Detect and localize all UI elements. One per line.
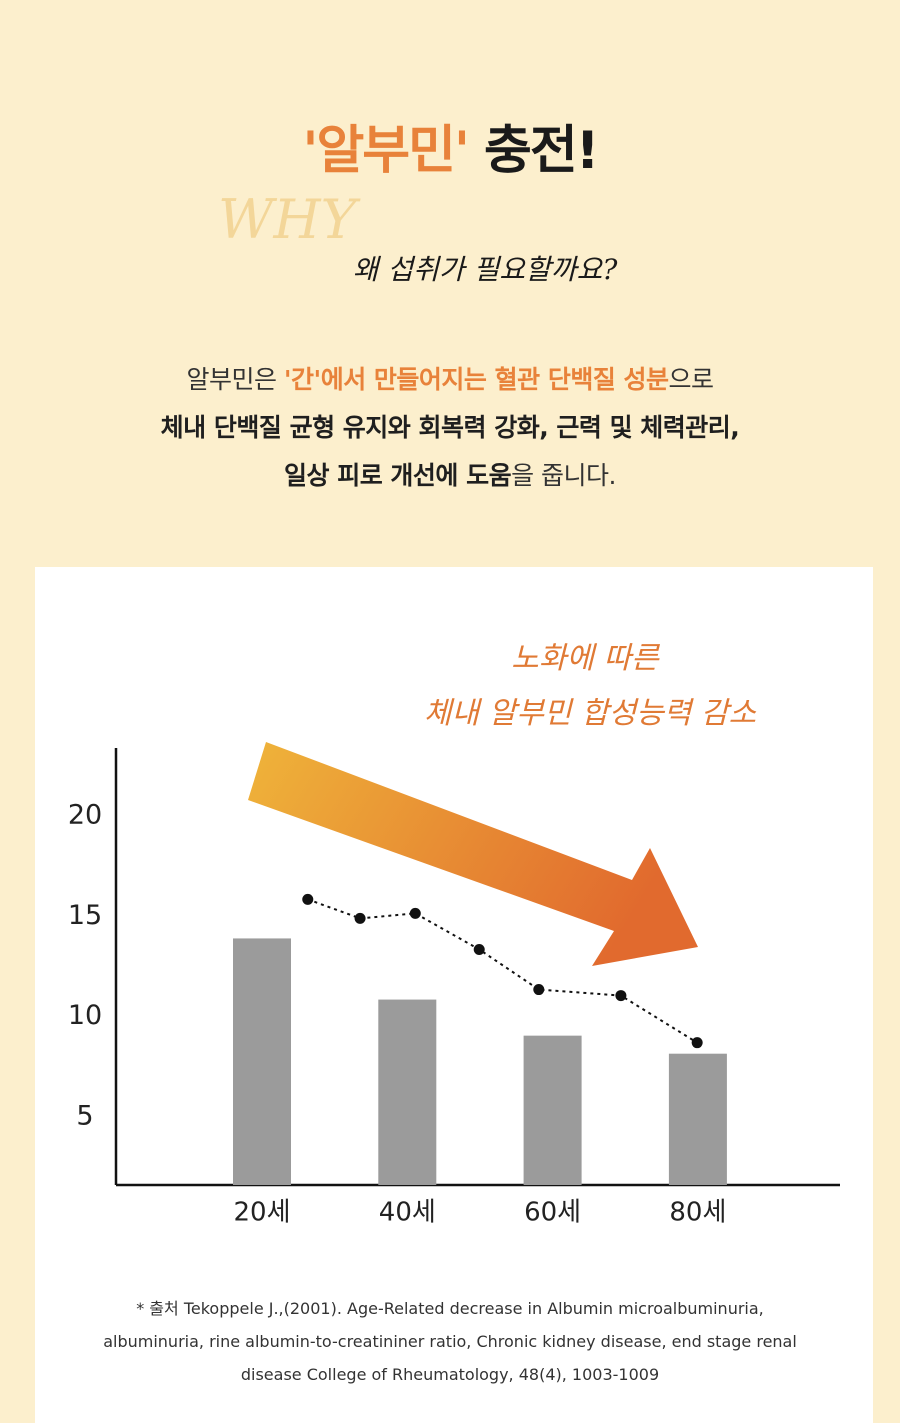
annotation: 체내 알부민 합성능력 감소: [424, 696, 757, 731]
y-tick-label: 15: [68, 900, 102, 931]
source-line: disease College of Rheumatology, 48(4), …: [240, 1365, 660, 1384]
text: 으로: [668, 365, 715, 394]
source: * 출처 Tekoppele J.,(2001). Age-Related de…: [0, 1292, 900, 1391]
trend-point: [615, 990, 627, 1002]
x-tick-label: 80세: [669, 1198, 726, 1228]
source-line: * 출처 Tekoppele J.,(2001). Age-Related de…: [136, 1299, 764, 1318]
y-tick-label: 20: [68, 800, 102, 831]
script-word: WHY: [218, 188, 357, 251]
trend-point: [473, 943, 485, 955]
x-tick-label: 40세: [379, 1198, 436, 1228]
text: 을 줍니다.: [511, 461, 617, 490]
x-tick-label: 60세: [524, 1198, 581, 1228]
intro-line: 체내 단백질 균형 유지와 회복력 강화, 근력 및 체력관리,: [160, 413, 740, 442]
annotation: 노화에 따른: [511, 641, 660, 676]
trend-point: [691, 1037, 703, 1049]
title-rest: 충전!: [484, 121, 599, 181]
subtitle: 왜 섭취가 필요할까요?: [352, 253, 618, 286]
trend-point: [533, 984, 545, 996]
bar: [523, 1035, 582, 1185]
highlight: '간'에서 만들어지는 혈관 단백질 성분: [283, 365, 669, 394]
chart-panel: [35, 567, 873, 1423]
bold-text: 일상 피로 개선에 도움: [283, 461, 512, 490]
intro: 알부민은 '간'에서 만들어지는 혈관 단백질 성분으로 체내 단백질 균형 유…: [0, 356, 900, 500]
title-highlight: '알부민': [302, 121, 470, 181]
y-tick-label: 10: [68, 1000, 102, 1031]
bar: [668, 1053, 727, 1185]
trend-point: [409, 907, 421, 919]
intro-line: 알부민은 '간'에서 만들어지는 혈관 단백질 성분으로: [0, 356, 900, 404]
y-tick-label: 5: [76, 1100, 93, 1131]
intro-line: 일상 피로 개선에 도움을 줍니다.: [0, 452, 900, 500]
x-tick-label: 20세: [233, 1198, 290, 1228]
trend-point: [354, 912, 366, 924]
bar: [378, 999, 437, 1185]
trend-arrow: [248, 742, 698, 966]
bar: [233, 938, 291, 1185]
text: 알부민은: [186, 365, 284, 394]
source-line: albuminuria, rine albumin-to-creatininer…: [103, 1332, 797, 1351]
title: '알부민' 충전!: [0, 108, 900, 183]
trend-point: [302, 893, 314, 905]
